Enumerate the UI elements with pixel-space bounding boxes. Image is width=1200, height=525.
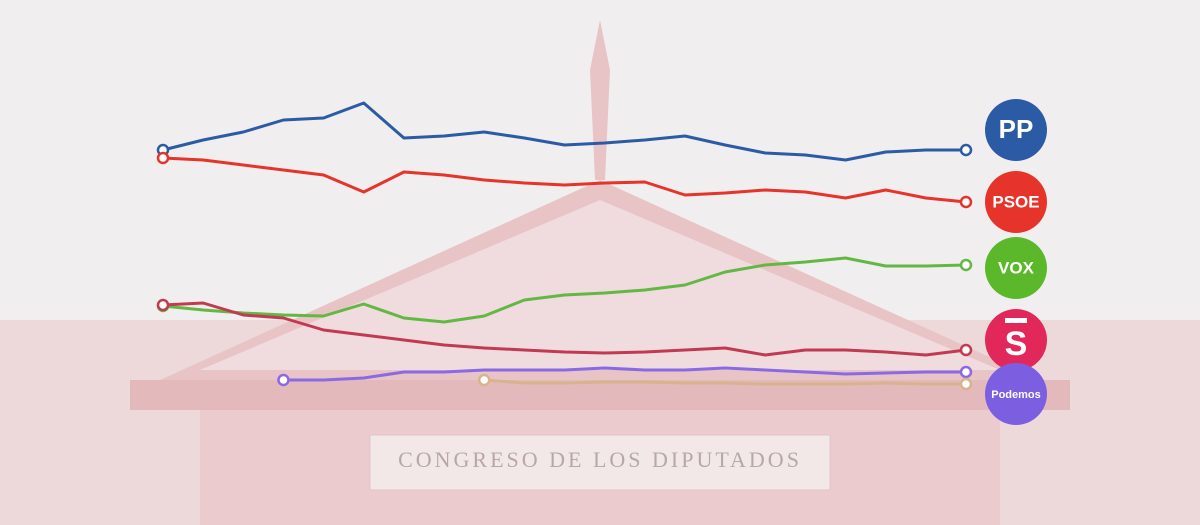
background-label: CONGRESO DE LOS DIPUTADOS <box>398 447 802 472</box>
end-marker <box>477 373 491 387</box>
legend-logo <box>985 171 1047 233</box>
legend-logo <box>985 99 1047 161</box>
legend-logo <box>985 237 1047 299</box>
legend-item: PSOE <box>985 171 1047 233</box>
legend-item: Podemos <box>985 363 1047 425</box>
end-marker <box>277 373 290 387</box>
series-line <box>162 101 966 162</box>
legend-item: PP <box>985 99 1047 161</box>
legend-label: S <box>1005 325 1028 363</box>
legend-label: VOX <box>998 258 1035 277</box>
legend-label: PSOE <box>992 192 1039 211</box>
end-marker <box>156 298 170 312</box>
legend-logo <box>985 363 1047 425</box>
legend-item: S <box>985 309 1047 371</box>
legend-logo <box>985 309 1047 371</box>
end-marker <box>156 151 170 165</box>
end-marker <box>959 258 973 272</box>
end-marker <box>959 365 973 379</box>
series-line <box>162 156 967 204</box>
legend-label: Podemos <box>991 389 1041 401</box>
end-marker <box>959 343 973 357</box>
end-marker <box>959 195 973 209</box>
logo-bar <box>1005 318 1027 323</box>
series-line <box>162 301 967 357</box>
end-marker <box>959 377 973 391</box>
legend-item: VOX <box>985 237 1047 299</box>
series-line <box>162 256 967 324</box>
series-line <box>283 366 966 382</box>
series-line <box>484 378 966 386</box>
legend-label: PP <box>999 114 1034 144</box>
end-marker <box>959 143 973 157</box>
plot <box>156 101 973 391</box>
